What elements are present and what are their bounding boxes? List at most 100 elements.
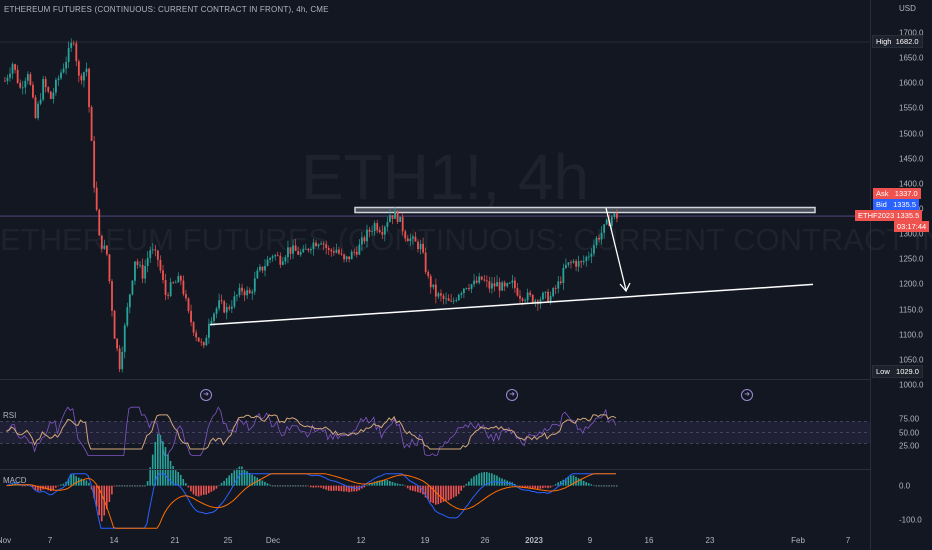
macd-histogram-bar xyxy=(353,485,355,492)
macd-histogram-bar xyxy=(603,485,605,487)
macd-histogram-bar xyxy=(401,484,404,486)
candle-body xyxy=(128,294,131,308)
candle-body xyxy=(55,79,57,93)
macd-histogram-bar xyxy=(526,485,529,489)
candle-body xyxy=(542,292,544,300)
macd-histogram-bar xyxy=(149,467,151,486)
event-marker-icon[interactable]: ➜ xyxy=(200,389,212,401)
candle-body xyxy=(373,223,376,232)
candle-body xyxy=(182,280,185,295)
macd-histogram-bar xyxy=(567,476,570,486)
macd-histogram-bar xyxy=(378,480,381,486)
macd-histogram-bar xyxy=(348,485,350,493)
event-marker-icon[interactable]: ➜ xyxy=(506,389,518,401)
candle-body xyxy=(343,254,345,260)
time-tick: Feb xyxy=(791,536,805,545)
macd-histogram-bar xyxy=(264,481,266,486)
macd-histogram-bar xyxy=(274,485,276,487)
macd-histogram-bar xyxy=(230,473,233,486)
macd-histogram-bar xyxy=(307,485,310,487)
candle-body xyxy=(172,282,175,284)
candle-body xyxy=(320,243,322,245)
macd-line xyxy=(6,473,616,529)
candle-body xyxy=(75,43,78,62)
candle-body xyxy=(391,215,394,219)
candle-body xyxy=(292,245,294,254)
macd-histogram-bar xyxy=(491,473,493,486)
macd-histogram-bar xyxy=(572,475,575,486)
candle-body xyxy=(14,64,16,70)
candle-body xyxy=(552,288,555,297)
macd-histogram-bar xyxy=(279,485,281,487)
candle-body xyxy=(483,279,486,281)
macd-histogram-bar xyxy=(593,485,595,486)
projection-arrowhead xyxy=(619,282,631,293)
candle-body xyxy=(225,307,228,313)
macd-histogram-bar xyxy=(108,485,111,502)
candle-body xyxy=(131,280,134,295)
macd-histogram-bar xyxy=(116,485,118,487)
candle-body xyxy=(243,291,246,296)
candle-body xyxy=(332,251,335,253)
macd-histogram-bar xyxy=(62,483,65,486)
candle-body xyxy=(358,244,361,255)
candle-body xyxy=(108,254,111,282)
rsi-tick: 75.00 xyxy=(899,414,920,424)
candle-body xyxy=(281,261,284,265)
macd-histogram-bar xyxy=(85,480,88,486)
candle-body xyxy=(600,232,603,240)
candle-body xyxy=(223,301,226,313)
candle-body xyxy=(190,310,192,323)
candle-body xyxy=(345,256,348,260)
candle-body xyxy=(70,42,73,48)
candle-body xyxy=(605,219,608,225)
macd-histogram-bar xyxy=(345,485,348,492)
candle-body xyxy=(72,42,75,44)
macd-histogram-bar xyxy=(429,485,432,503)
macd-histogram-bar xyxy=(37,485,39,491)
macd-histogram-bar xyxy=(111,485,113,495)
macd-histogram-bar xyxy=(213,485,215,491)
macd-histogram-bar xyxy=(21,485,24,487)
macd-histogram-bar xyxy=(44,485,47,490)
candle-body xyxy=(389,215,391,222)
candle-body xyxy=(381,231,384,235)
time-tick: 7 xyxy=(47,536,53,545)
candle-body xyxy=(185,294,187,299)
macd-histogram-bar xyxy=(276,485,279,487)
pane-divider-macd[interactable] xyxy=(0,469,870,470)
pane-divider-rsi[interactable] xyxy=(0,379,870,380)
macd-histogram-bar xyxy=(376,481,378,486)
macd-histogram-bar xyxy=(225,478,228,486)
candle-body xyxy=(427,272,430,277)
time-tick: 7 xyxy=(845,536,851,545)
candle-body xyxy=(39,99,42,104)
candle-body xyxy=(304,248,307,250)
candle-body xyxy=(470,284,473,289)
candle-body xyxy=(567,262,570,265)
event-marker-icon[interactable]: ➜ xyxy=(741,389,753,401)
candle-body xyxy=(274,255,277,257)
candle-body xyxy=(376,223,379,231)
macd-histogram-bar xyxy=(480,472,483,486)
macd-histogram-bar xyxy=(514,483,516,486)
candle-body xyxy=(253,278,256,292)
price-scale[interactable] xyxy=(870,0,932,550)
bid-tag: Bid 1335.5 xyxy=(873,199,920,210)
macd-histogram-bar xyxy=(136,485,139,487)
candle-body xyxy=(361,237,363,245)
candle-body xyxy=(414,236,417,242)
macd-histogram-bar xyxy=(192,485,195,495)
candle-body xyxy=(496,282,498,287)
macd-histogram-bar xyxy=(363,485,366,488)
time-tick: Dec xyxy=(265,536,281,545)
macd-histogram-bar xyxy=(100,485,103,522)
macd-histogram-bar xyxy=(605,485,608,487)
candle-body xyxy=(445,298,447,300)
high-tag: High 1682.0 xyxy=(872,35,923,48)
macd-histogram-bar xyxy=(460,485,463,491)
candle-body xyxy=(37,103,39,118)
price-tick: 1700.0 xyxy=(899,28,924,38)
macd-histogram-bar xyxy=(327,485,330,491)
